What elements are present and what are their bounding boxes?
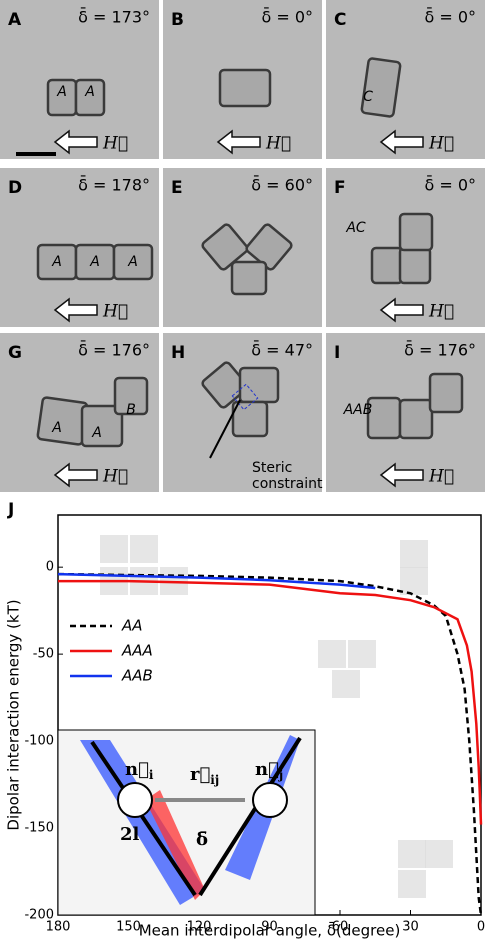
inset-label-main: δ̄ [196,829,208,850]
inset-label-main: n⃗ [255,759,279,780]
particle [368,398,400,438]
schematic-tile [400,540,428,568]
particle [220,70,270,106]
panel-letter: H [171,343,185,363]
particle-label: AAB [343,402,373,418]
delta-label: δ̄ = 60° [251,176,313,195]
inset-label-sub: i [149,768,154,782]
panel-letter: E [171,178,183,198]
scale-bar [16,152,56,156]
field-label: H⃗ [102,467,128,487]
schematic-tile [398,840,426,868]
field-label: H⃗ [102,134,128,154]
legend-label: AAB [121,667,153,685]
schematic-tile [398,870,426,898]
x-tick-label: 150 [116,920,141,935]
particle [232,262,266,294]
schematic-tile [100,535,128,563]
particle-label: A [89,254,100,270]
panel-letter: A [8,10,22,30]
schematic-tile [130,535,158,563]
inset-label-main: 2l [120,824,140,845]
particle [361,58,400,117]
particle-label: A [84,84,95,100]
figure: Aδ̄ = 173°AAH⃗Bδ̄ = 0°H⃗Cδ̄ = 0°CH⃗Dδ̄ =… [0,0,485,939]
legend-label: AA [121,617,143,635]
schematic-tile [318,640,346,668]
particle [430,374,462,412]
delta-label: δ̄ = 47° [251,341,313,360]
particle [400,248,430,283]
inset-label-main: r⃗ [190,764,210,785]
inset-node [253,783,287,817]
particle-label: C [363,89,373,105]
y-tick-label: -150 [24,821,54,836]
particle-label: A [51,420,62,436]
schematic-tile [400,567,428,595]
delta-label: δ̄ = 176° [78,341,150,360]
schematic-tile [348,640,376,668]
particle [372,248,402,283]
field-label: H⃗ [428,134,454,154]
particle-label: A [56,84,67,100]
delta-label: δ̄ = 176° [404,341,476,360]
x-tick-label: 0 [477,920,485,935]
field-label: H⃗ [428,302,454,322]
y-tick-label: 0 [46,560,54,575]
particle [400,214,432,250]
schematic-tile [332,670,360,698]
particle-label: Steric [252,460,292,476]
panel-letter: I [334,343,340,363]
particle-label: constraint [252,476,323,492]
inset-label: 2l [120,824,140,845]
field-label: H⃗ [428,467,454,487]
delta-label: δ̄ = 0° [261,8,313,27]
y-tick-label: -100 [24,734,54,749]
schematic-tile [425,840,453,868]
panel-letter: G [8,343,22,363]
inset-node [118,783,152,817]
inset-label: δ̄ [196,829,208,850]
particle-label: A [127,254,138,270]
field-label: H⃗ [265,134,291,154]
delta-label: δ̄ = 0° [424,176,476,195]
delta-label: δ̄ = 0° [424,8,476,27]
particle-label: A [91,425,102,441]
delta-label: δ̄ = 173° [78,8,150,27]
particle [37,397,87,445]
panel-letter: J [7,500,14,520]
particle-label: A [51,254,62,270]
particle [233,402,267,436]
panel-letter: C [334,10,346,30]
field-label: H⃗ [102,302,128,322]
y-tick-label: -50 [33,647,54,662]
inset-label-sub: ij [210,773,219,787]
y-axis-label: Dipolar interaction energy (kT) [5,599,23,830]
panel-letter: B [171,10,184,30]
panel-letter: F [334,178,346,198]
inset-label-main: n⃗ [125,759,149,780]
x-axis-label: Mean interdipolar angle, δ̄(degree) [139,921,401,939]
inset-label-sub: j [278,768,283,782]
y-tick-label: -200 [24,908,54,923]
x-tick-label: 30 [402,920,419,935]
particle-label: B [126,402,136,418]
panel-letter: D [8,178,22,198]
delta-label: δ̄ = 178° [78,176,150,195]
particle-label: AC [345,220,366,236]
legend-label: AAA [121,642,153,660]
particle [400,400,432,438]
